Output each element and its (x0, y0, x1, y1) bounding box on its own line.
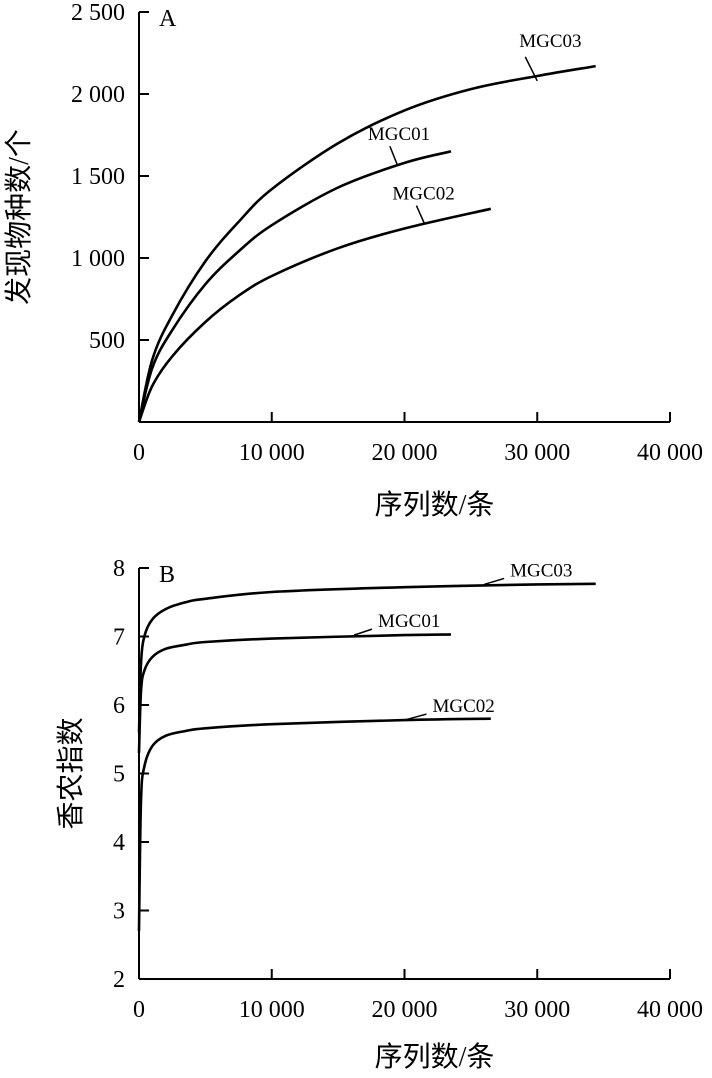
panel-b-x-axis-title: 序列数/条 (375, 1041, 495, 1073)
panel-b-x-tick-label: 10 000 (239, 997, 305, 1023)
panel-a-x-tick-label: 10 000 (239, 440, 305, 466)
panel-a-series-mgc03 (137, 64, 596, 423)
panel-b-y-tick-label: 2 (113, 967, 125, 993)
panel-a-y-axis-title: 发现物种数/个 (3, 129, 35, 305)
panel-b-series-label-mgc02: MGC02 (433, 696, 495, 717)
panel-b-pointer-mgc01 (353, 628, 373, 636)
panel-b-series-mgc02 (137, 717, 491, 932)
panel-a-series-mgc01 (137, 150, 452, 423)
panel-a-x-axis-title: 序列数/条 (375, 489, 495, 521)
panel-b-series-mgc01 (137, 633, 452, 754)
panel-a-series-label-mgc01: MGC01 (368, 124, 430, 145)
panel-a-pointer-mgc02 (415, 205, 426, 224)
panel-a-x-tick-label: 0 (133, 440, 145, 466)
panel-a-y-tick-label: 2 000 (71, 82, 125, 108)
panel-a-shannon-species-curve: 0 10 000 20 000 30 000 40 000 500 1 000 1 500 2 … (3, 0, 703, 521)
panel-a-series-label-mgc02: MGC02 (392, 184, 454, 205)
panel-a-series-label-mgc03: MGC03 (519, 31, 581, 52)
panel-a-y-tick-label: 1 500 (71, 164, 125, 190)
panel-b-y-tick-label: 5 (113, 762, 125, 788)
panel-b-pointer-mgc03 (483, 577, 505, 586)
panel-a-pointer-mgc03 (524, 56, 538, 82)
panel-b-pointer-mgc02 (404, 713, 427, 721)
panel-b-series-mgc03 (137, 582, 596, 733)
panel-a-x-tick-label: 30 000 (504, 440, 570, 466)
panel-b-series-label-mgc03: MGC03 (510, 560, 572, 581)
panel-a-letter: A (159, 6, 177, 32)
panel-b-y-tick-label: 6 (113, 693, 125, 719)
panel-b-x-tick-label: 30 000 (504, 997, 570, 1023)
panel-b-y-axis-title: 香农指数 (55, 717, 87, 829)
panel-b-y-tick-label: 8 (113, 556, 125, 582)
panel-a-series-mgc02 (137, 207, 492, 423)
panel-b-letter: B (159, 562, 175, 588)
panel-b-x-tick-label: 0 (133, 997, 145, 1023)
panel-b-x-tick-label: 20 000 (372, 997, 438, 1023)
panel-a-y-tick-label: 2 500 (71, 0, 125, 26)
panel-b-shannon-index-curve: 0 10 000 20 000 30 000 40 000 2 3 4 5 6 7 8 B 序列数/条 香农… (55, 556, 703, 1073)
panel-a-y-tick-label: 1 000 (71, 246, 125, 272)
panel-b-y-tick-label: 4 (113, 830, 125, 856)
panel-b-y-tick-label: 3 (113, 899, 125, 925)
panel-a-pointer-mgc01 (389, 145, 399, 167)
panel-b-x-tick-label: 40 000 (637, 997, 703, 1023)
panel-a-y-tick-label: 500 (89, 328, 125, 354)
panel-b-y-tick-label: 7 (113, 625, 125, 651)
panel-a-x-tick-label: 20 000 (372, 440, 438, 466)
panel-b-series-label-mgc01: MGC01 (378, 611, 440, 632)
panel-a-x-tick-label: 40 000 (637, 440, 703, 466)
